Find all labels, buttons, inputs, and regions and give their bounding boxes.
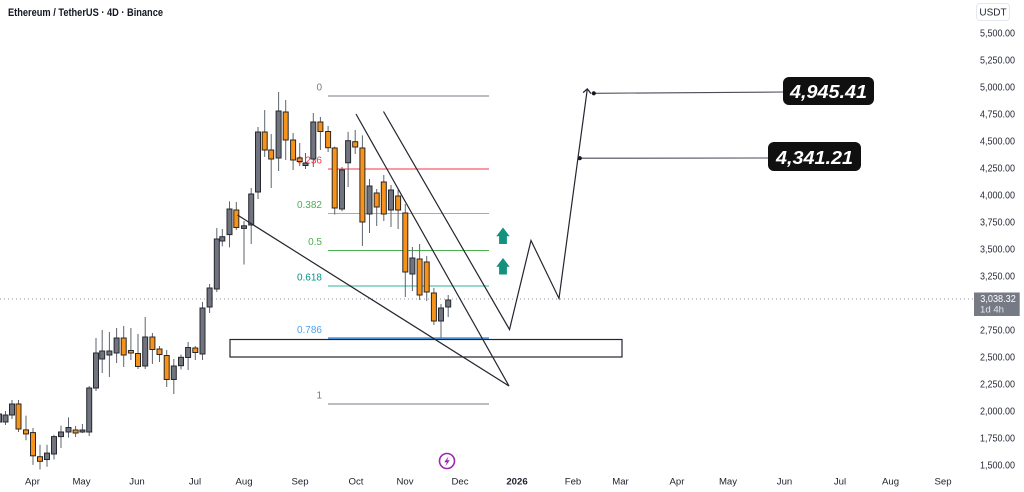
svg-text:Jun: Jun xyxy=(129,477,144,488)
svg-text:0.618: 0.618 xyxy=(297,273,322,284)
svg-text:Ethereum / TetherUS · 4D · Bin: Ethereum / TetherUS · 4D · Binance xyxy=(8,7,163,19)
svg-text:3,750.00: 3,750.00 xyxy=(980,218,1015,229)
svg-text:May: May xyxy=(719,477,737,488)
svg-text:2,250.00: 2,250.00 xyxy=(980,380,1015,391)
svg-text:4,250.00: 4,250.00 xyxy=(980,164,1015,175)
svg-text:3,500.00: 3,500.00 xyxy=(980,245,1015,256)
svg-text:1,750.00: 1,750.00 xyxy=(980,434,1015,445)
svg-text:USDT: USDT xyxy=(979,7,1006,18)
svg-text:Nov: Nov xyxy=(396,477,413,488)
svg-text:2,000.00: 2,000.00 xyxy=(980,407,1015,418)
svg-text:2026: 2026 xyxy=(506,477,527,488)
svg-text:3,038.32: 3,038.32 xyxy=(980,294,1016,305)
svg-text:May: May xyxy=(72,477,90,488)
svg-text:2,500.00: 2,500.00 xyxy=(980,353,1015,364)
svg-text:Jul: Jul xyxy=(834,477,846,488)
svg-text:5,000.00: 5,000.00 xyxy=(980,83,1015,94)
svg-text:Dec: Dec xyxy=(451,477,468,488)
svg-text:5,250.00: 5,250.00 xyxy=(980,56,1015,67)
svg-text:4,500.00: 4,500.00 xyxy=(980,137,1015,148)
svg-text:Apr: Apr xyxy=(670,477,686,488)
svg-text:0.786: 0.786 xyxy=(297,325,322,336)
svg-text:Aug: Aug xyxy=(235,477,252,488)
svg-text:Jun: Jun xyxy=(777,477,792,488)
svg-text:4,000.00: 4,000.00 xyxy=(980,191,1015,202)
svg-text:0.236: 0.236 xyxy=(297,156,322,167)
svg-text:4,750.00: 4,750.00 xyxy=(980,110,1015,121)
svg-text:1,500.00: 1,500.00 xyxy=(980,461,1015,472)
svg-text:Apr: Apr xyxy=(25,477,41,488)
svg-text:0: 0 xyxy=(316,83,322,94)
svg-text:Sep: Sep xyxy=(291,477,308,488)
svg-text:Oct: Oct xyxy=(349,477,364,488)
svg-text:1: 1 xyxy=(316,391,322,402)
svg-text:Feb: Feb xyxy=(565,477,582,488)
svg-text:Jul: Jul xyxy=(189,477,201,488)
svg-text:Sep: Sep xyxy=(934,477,951,488)
svg-text:0.5: 0.5 xyxy=(308,237,322,248)
svg-text:0.382: 0.382 xyxy=(297,200,322,211)
svg-text:2,750.00: 2,750.00 xyxy=(980,326,1015,337)
svg-text:3,250.00: 3,250.00 xyxy=(980,272,1015,283)
svg-text:4,945.41: 4,945.41 xyxy=(789,81,867,102)
svg-text:5,500.00: 5,500.00 xyxy=(980,29,1015,40)
svg-text:1d 4h: 1d 4h xyxy=(980,304,1004,315)
svg-text:Aug: Aug xyxy=(882,477,899,488)
svg-text:4,341.21: 4,341.21 xyxy=(775,147,853,168)
svg-text:Mar: Mar xyxy=(612,477,629,488)
